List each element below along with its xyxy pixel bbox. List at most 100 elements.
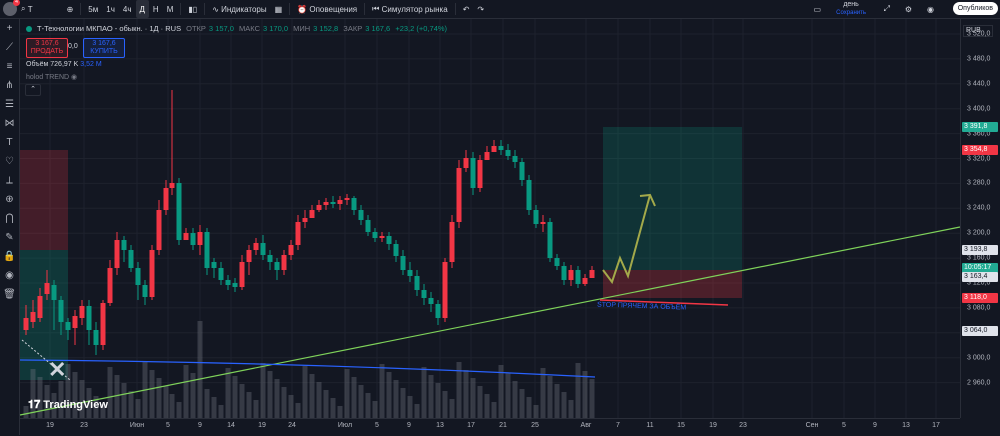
plus-icon: ⊕ (66, 4, 74, 14)
candle-body (197, 232, 203, 245)
zoom-icon[interactable]: ⊕ (5, 194, 14, 205)
timeframe-day[interactable]: Д (135, 0, 149, 18)
lock-icon[interactable]: 🔒 (3, 251, 16, 262)
time-tick: 23 (80, 422, 88, 429)
candle-body (533, 210, 539, 224)
candle-body (372, 232, 378, 238)
left-stop-zone (20, 150, 68, 250)
eye-icon[interactable]: ◉ (71, 74, 78, 81)
volume-bar (589, 379, 595, 418)
ohlc-high: 3 170,0 (262, 24, 289, 33)
time-axis[interactable]: 19 23 Июн 5 9 14 19 24 Июл 5 9 13 17 21 25 Авг 7 11 15 19 23… (20, 418, 960, 436)
replay-icon: ⏮ (372, 4, 382, 13)
time-tick: 11 (646, 422, 654, 429)
candle-body (505, 150, 511, 156)
heart-icon[interactable]: ♡ (5, 156, 14, 167)
candle-body (86, 306, 92, 330)
time-tick: Авг (580, 422, 592, 429)
indicators-button[interactable]: ∿ Индикаторы (208, 0, 270, 18)
volume-bar (456, 362, 462, 418)
layout-save[interactable]: день Сохранить (836, 1, 866, 17)
fib-icon[interactable]: ☰ (5, 99, 14, 110)
candle-body (135, 268, 141, 285)
layout-button[interactable]: ▭ (809, 0, 825, 18)
candle-body (149, 250, 155, 297)
volume-bar (232, 376, 238, 418)
volume-legend: Объём 726,97 K 3,52 M (26, 61, 102, 68)
eye-icon[interactable]: ◉ (5, 270, 14, 281)
indicator-legend[interactable]: holod TREND ◉ (26, 73, 77, 81)
camera-icon: ◉ (927, 4, 934, 14)
templates-button[interactable]: ▦ (271, 0, 287, 18)
timeframe-1h[interactable]: 1ч (106, 4, 115, 14)
timeframe-week[interactable]: Н (152, 4, 159, 14)
candle-body (128, 250, 134, 268)
pitchfork-icon[interactable]: ⋔ (5, 80, 14, 91)
settings-button[interactable]: ⚙ (901, 0, 916, 18)
candle-body (211, 262, 217, 268)
volume-bar (421, 367, 427, 418)
time-tick: 25 (531, 422, 539, 429)
volume-bar (554, 384, 560, 418)
volume-bar (365, 393, 371, 418)
crosshair-icon[interactable]: + (6, 23, 13, 34)
pattern-icon[interactable]: ⋈ (4, 118, 15, 129)
time-tick: 7 (616, 422, 620, 429)
price-axis[interactable]: RUB 3 520,0 3 480,0 3 440,0 3 400,0 3 360,0 3… (960, 19, 1000, 418)
alerts-button[interactable]: ⏰ Оповещения (293, 0, 361, 18)
ohlc-high-key: МАКС (239, 24, 260, 33)
buy-button[interactable]: 3 167,6 КУПИТЬ (83, 38, 125, 58)
time-tick: 21 (499, 422, 507, 429)
trendline-icon[interactable]: ⟋ (6, 42, 13, 53)
replay-button[interactable]: ⏮ Симулятор рынка (368, 0, 452, 18)
sell-button[interactable]: 3 167,6 ПРОДАТЬ (26, 38, 68, 58)
timeframe-4h[interactable]: 4ч (122, 4, 132, 14)
volume-bar (246, 392, 252, 418)
indicators-label: Индикаторы (221, 4, 267, 14)
ohlc-close: 3 167,6 (365, 24, 391, 33)
undo-button[interactable]: ↶ (459, 0, 474, 18)
ohlc-open-key: ОТКР (186, 24, 206, 33)
volume-bar (323, 390, 329, 418)
candle-body (274, 262, 280, 270)
timeframe-month[interactable]: М (166, 4, 174, 14)
chart-type-button[interactable]: ▮▯ (184, 0, 201, 18)
candle-body (239, 262, 245, 287)
candle-body (568, 270, 574, 280)
volume-bar (351, 377, 357, 418)
volume-bar (561, 392, 567, 418)
time-tick: 5 (375, 422, 379, 429)
volume-bar (344, 369, 350, 418)
candle-body (246, 250, 252, 262)
close-icon: ✕ (48, 357, 67, 382)
candle-body (491, 146, 497, 152)
horizontal-lines-icon[interactable]: ≡ (6, 61, 13, 72)
text-icon[interactable]: T (6, 137, 13, 148)
volume-bar (498, 365, 504, 418)
snapshot-button[interactable]: ◉ (923, 0, 938, 18)
currency-selector[interactable]: RUB (963, 25, 993, 37)
timeframe-5m[interactable]: 5м (88, 4, 99, 14)
volume-ma-line (19, 359, 596, 378)
divider (289, 3, 291, 15)
candle-body (114, 240, 120, 268)
drawing-toolbar: + ⟋ ≡ ⋔ ☰ ⋈ T ♡ ⟂ ⊕ ⋂ ✎ 🔒 ◉ 🗑 (0, 19, 20, 435)
symbol-search[interactable]: ⌕ T (17, 0, 37, 18)
candle-body (428, 298, 434, 304)
avatar[interactable]: 4 (3, 0, 20, 16)
price-tick: 2 960,0 (967, 379, 991, 387)
fullscreen-button[interactable]: ⤢ (880, 0, 894, 18)
publish-button[interactable]: Опубликов (952, 2, 998, 15)
lock-drawing-icon[interactable]: ✎ (5, 232, 14, 243)
magnet-icon[interactable]: ⋂ (5, 213, 14, 224)
candle-body (589, 270, 595, 278)
price-tick: 3 120,0 (967, 279, 991, 287)
collapse-legend-button[interactable]: ⌃ (25, 84, 41, 96)
add-symbol-button[interactable]: ⊕ (63, 0, 78, 18)
redo-button[interactable]: ↷ (473, 0, 488, 18)
trash-icon[interactable]: 🗑 (3, 289, 16, 300)
ruler-icon[interactable]: ⟂ (6, 175, 13, 186)
volume-bar (379, 364, 385, 418)
tradingview-logo[interactable]: 𝟏𝟕 TradingView (28, 399, 108, 412)
